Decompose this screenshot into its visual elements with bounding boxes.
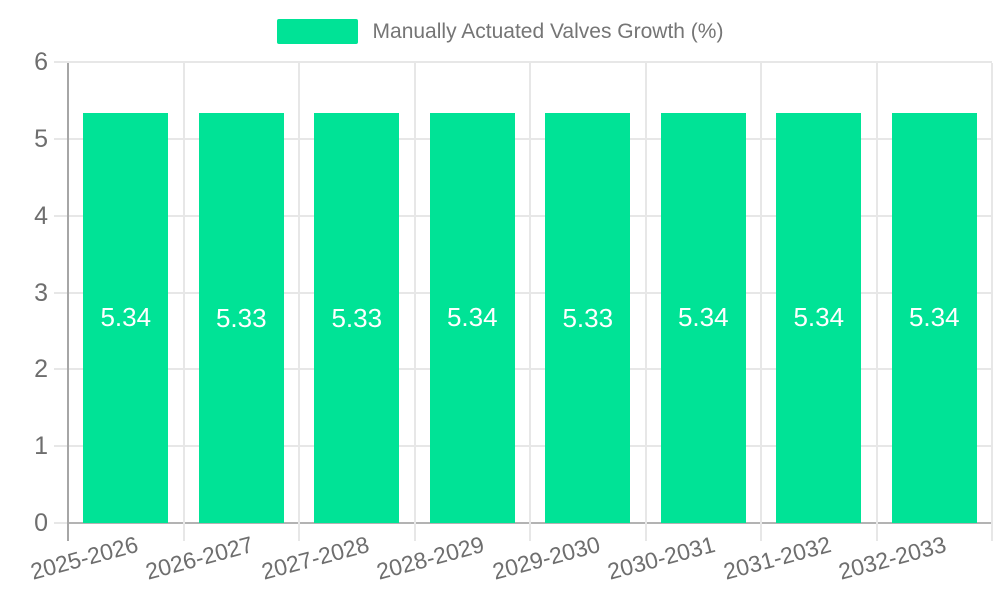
bar[interactable]: 5.34 bbox=[891, 112, 977, 523]
legend-label: Manually Actuated Valves Growth (%) bbox=[372, 19, 724, 43]
y-axis-line bbox=[67, 63, 69, 541]
y-axis-tick bbox=[54, 445, 68, 448]
y-axis-tick-label: 5 bbox=[34, 124, 48, 153]
bar[interactable]: 5.34 bbox=[83, 112, 169, 523]
h-gridline bbox=[68, 61, 992, 63]
bar-value-label: 5.33 bbox=[215, 302, 267, 333]
bar-value-label: 5.34 bbox=[908, 302, 960, 333]
y-axis-tick-label: 3 bbox=[34, 278, 48, 307]
v-gridline bbox=[182, 63, 185, 541]
x-axis-tick-label: 2028-2029 bbox=[373, 531, 487, 585]
x-axis-tick-label: 2029-2030 bbox=[489, 531, 603, 585]
bar[interactable]: 5.34 bbox=[429, 112, 515, 523]
y-axis-tick-label: 1 bbox=[34, 432, 48, 461]
y-axis-tick-label: 0 bbox=[34, 509, 48, 537]
x-axis-tick-label: 2026-2027 bbox=[142, 531, 256, 585]
v-gridline bbox=[875, 63, 878, 541]
v-gridline bbox=[413, 63, 416, 541]
x-axis-tick-label: 2030-2031 bbox=[604, 531, 718, 585]
y-axis-tick bbox=[54, 214, 68, 217]
y-axis-tick bbox=[54, 291, 68, 294]
y-axis-tick bbox=[54, 61, 68, 63]
y-axis-tick bbox=[54, 522, 68, 524]
y-axis-tick-label: 4 bbox=[34, 201, 48, 230]
v-gridline bbox=[644, 63, 647, 541]
v-gridline bbox=[298, 63, 300, 541]
y-axis-tick-label: 2 bbox=[34, 355, 48, 384]
v-gridline bbox=[991, 63, 993, 541]
bar[interactable]: 5.34 bbox=[776, 112, 862, 523]
bar-value-label: 5.33 bbox=[562, 302, 614, 333]
bar-value-label: 5.34 bbox=[100, 302, 152, 333]
bar-value-label: 5.34 bbox=[793, 302, 845, 333]
v-gridline bbox=[529, 63, 531, 541]
bar[interactable]: 5.33 bbox=[314, 113, 400, 523]
x-axis-tick-label: 2025-2026 bbox=[27, 531, 141, 585]
bar-value-label: 5.34 bbox=[677, 302, 729, 333]
legend-item[interactable]: Manually Actuated Valves Growth (%) bbox=[0, 19, 1000, 44]
x-axis-tick-label: 2031-2032 bbox=[720, 531, 834, 585]
bar[interactable]: 5.33 bbox=[198, 113, 284, 523]
legend-swatch bbox=[276, 19, 358, 44]
y-axis-tick-label: 6 bbox=[34, 48, 48, 76]
bar[interactable]: 5.33 bbox=[545, 113, 631, 523]
bar-value-label: 5.34 bbox=[446, 302, 498, 333]
v-gridline bbox=[760, 63, 762, 541]
bar-value-label: 5.33 bbox=[331, 302, 383, 333]
y-axis-tick bbox=[54, 368, 68, 371]
y-axis-tick bbox=[54, 137, 68, 140]
x-axis-tick-label: 2027-2028 bbox=[258, 531, 372, 585]
x-axis-tick-label: 2032-2033 bbox=[835, 531, 949, 585]
bar[interactable]: 5.34 bbox=[660, 112, 746, 523]
